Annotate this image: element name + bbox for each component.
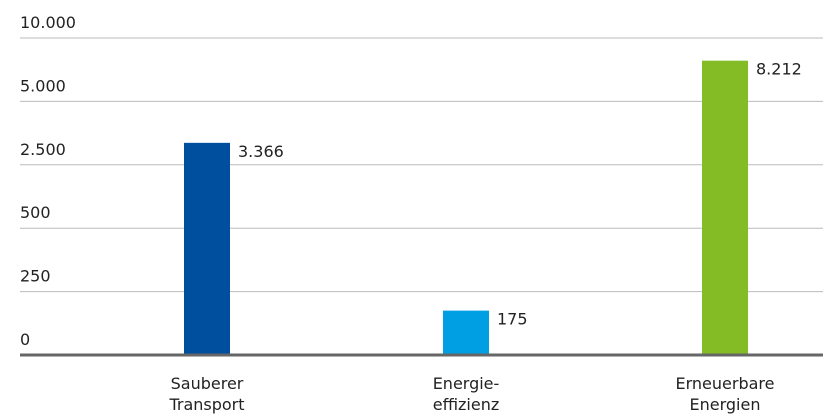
y-tick-label: 2.500 [20,140,66,159]
x-tick-label: Energien [690,395,761,414]
x-tick-label: Erneuerbare [676,374,775,393]
x-tick-label: Transport [168,395,244,414]
bar [702,60,748,354]
x-tick-label: Energie- [433,374,500,393]
bar [184,142,230,354]
y-tick-label: 250 [20,267,51,286]
bar [443,310,489,354]
y-tick-label: 500 [20,203,51,222]
y-tick-label: 5.000 [20,76,66,95]
x-tick-label: effizienz [433,395,500,414]
value-label: 8.212 [756,60,802,79]
value-label: 175 [497,310,528,329]
y-tick-label: 0 [20,330,30,349]
x-tick-label: Sauberer [171,374,244,393]
y-tick-label: 10.000 [20,13,76,32]
value-label: 3.366 [238,142,284,161]
